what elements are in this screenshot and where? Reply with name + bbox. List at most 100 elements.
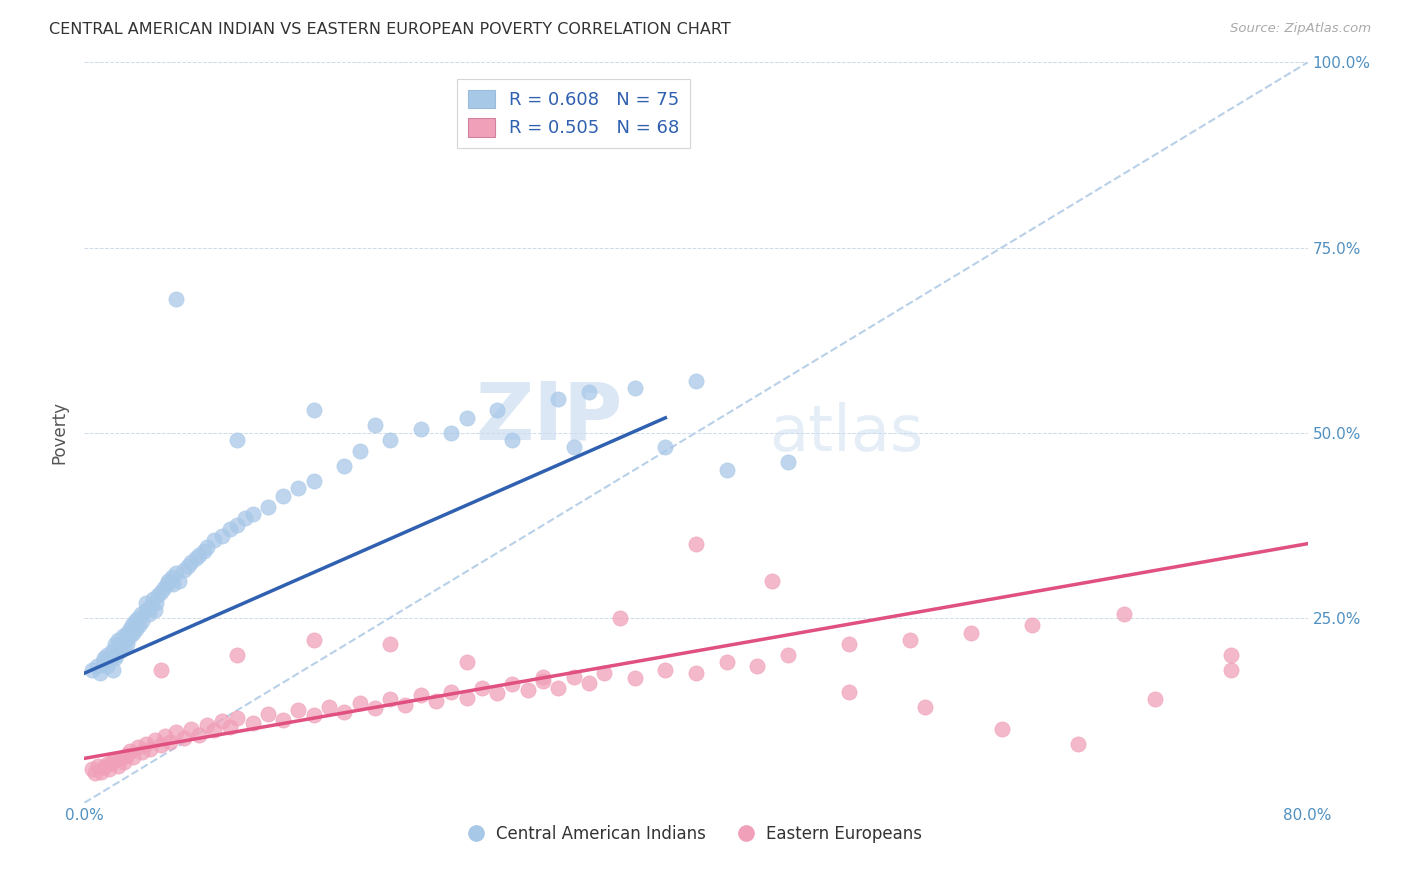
Point	[716, 462, 738, 476]
Point	[103, 663, 125, 677]
Point	[105, 648, 128, 662]
Point	[333, 458, 356, 473]
Point	[120, 744, 142, 758]
Point	[202, 533, 225, 547]
Point	[218, 522, 240, 536]
Point	[531, 673, 554, 688]
Point	[188, 548, 211, 562]
Point	[159, 735, 181, 749]
Point	[145, 596, 167, 610]
Point	[898, 632, 921, 647]
Point	[89, 666, 111, 681]
Point	[124, 615, 146, 629]
Point	[121, 618, 143, 632]
Point	[456, 655, 478, 669]
Point	[257, 500, 280, 514]
Point	[578, 384, 600, 399]
Point	[120, 622, 142, 636]
Point	[211, 529, 233, 543]
Point	[115, 637, 138, 651]
Point	[142, 592, 165, 607]
Point	[333, 706, 356, 720]
Point	[471, 681, 494, 695]
Point	[1067, 737, 1090, 751]
Text: ZIP: ZIP	[475, 379, 623, 457]
Point	[135, 737, 157, 751]
Point	[302, 708, 325, 723]
Point	[108, 644, 131, 658]
Text: Source: ZipAtlas.com: Source: ZipAtlas.com	[1230, 22, 1371, 36]
Point	[180, 555, 202, 569]
Point	[1220, 663, 1243, 677]
Point	[93, 651, 115, 665]
Point	[654, 441, 676, 455]
Point	[218, 720, 240, 734]
Point	[165, 725, 187, 739]
Point	[1021, 618, 1043, 632]
Point	[96, 658, 118, 673]
Point	[486, 403, 509, 417]
Point	[114, 632, 136, 647]
Point	[562, 670, 585, 684]
Point	[685, 666, 707, 681]
Point	[138, 607, 160, 621]
Point	[110, 637, 132, 651]
Point	[80, 663, 103, 677]
Point	[440, 425, 463, 440]
Point	[516, 683, 538, 698]
Point	[112, 755, 135, 769]
Point	[440, 685, 463, 699]
Point	[139, 742, 162, 756]
Point	[122, 625, 145, 640]
Point	[104, 753, 127, 767]
Point	[716, 655, 738, 669]
Point	[776, 455, 799, 469]
Point	[502, 433, 524, 447]
Point	[257, 706, 280, 721]
Point	[195, 541, 218, 555]
Point	[685, 536, 707, 550]
Point	[624, 672, 647, 686]
Point	[125, 622, 148, 636]
Point	[180, 722, 202, 736]
Point	[776, 648, 799, 662]
Point	[302, 474, 325, 488]
Point	[143, 603, 166, 617]
Point	[838, 685, 860, 699]
Point	[91, 655, 114, 669]
Point	[131, 615, 153, 629]
Point	[364, 418, 387, 433]
Point	[104, 637, 127, 651]
Point	[112, 640, 135, 655]
Point	[271, 713, 294, 727]
Point	[1114, 607, 1136, 621]
Point	[425, 693, 447, 707]
Point	[101, 644, 124, 658]
Legend: Central American Indians, Eastern Europeans: Central American Indians, Eastern Europe…	[463, 819, 929, 850]
Point	[547, 681, 569, 695]
Point	[609, 610, 631, 624]
Point	[960, 625, 983, 640]
Point	[188, 728, 211, 742]
Point	[624, 381, 647, 395]
Point	[167, 574, 190, 588]
Point	[155, 729, 177, 743]
Point	[177, 558, 200, 573]
Y-axis label: Poverty: Poverty	[51, 401, 69, 464]
Point	[165, 293, 187, 307]
Point	[86, 658, 108, 673]
Point	[80, 763, 103, 777]
Point	[156, 577, 179, 591]
Point	[409, 422, 432, 436]
Point	[287, 703, 309, 717]
Point	[149, 584, 172, 599]
Point	[486, 686, 509, 700]
Point	[90, 764, 112, 779]
Point	[120, 629, 142, 643]
Point	[380, 433, 402, 447]
Point	[394, 698, 416, 712]
Point	[685, 374, 707, 388]
Point	[162, 577, 184, 591]
Point	[349, 696, 371, 710]
Point	[122, 750, 145, 764]
